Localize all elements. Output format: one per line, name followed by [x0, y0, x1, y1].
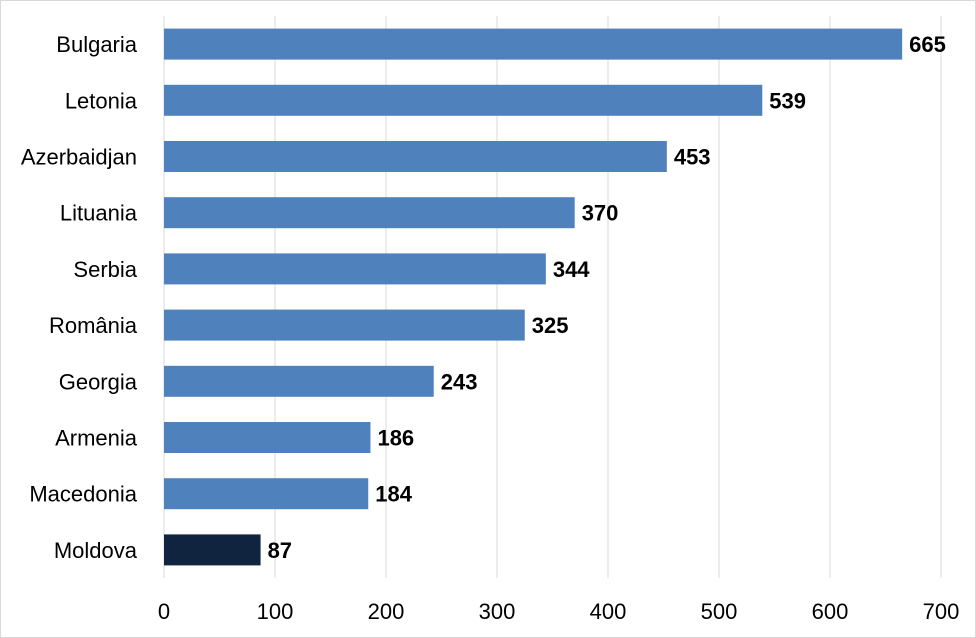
bar-4 — [164, 253, 546, 285]
bar-7 — [164, 422, 371, 453]
x-tick-label-6: 600 — [812, 599, 849, 624]
value-label-4: 344 — [553, 257, 590, 282]
x-tick-label-5: 500 — [701, 599, 738, 624]
x-tick-label-1: 100 — [257, 599, 294, 624]
value-label-5: 325 — [532, 313, 569, 338]
category-label-6: Georgia — [59, 369, 138, 394]
x-tick-label-0: 0 — [158, 599, 170, 624]
bar-8 — [164, 478, 369, 510]
category-label-2: Azerbaidjan — [21, 145, 137, 170]
value-label-9: 87 — [268, 538, 292, 563]
category-label-8: Macedonia — [29, 482, 137, 507]
x-tick-label-7: 700 — [923, 599, 960, 624]
x-tick-label-2: 200 — [368, 599, 405, 624]
value-label-1: 539 — [769, 88, 806, 113]
x-tick-label-4: 400 — [590, 599, 627, 624]
category-label-5: România — [49, 313, 138, 338]
category-label-0: Bulgaria — [56, 32, 137, 57]
value-label-7: 186 — [377, 426, 414, 451]
bar-3 — [164, 197, 575, 229]
category-label-1: Letonia — [65, 88, 138, 113]
bar-5 — [164, 309, 525, 341]
value-label-2: 453 — [674, 145, 711, 170]
value-label-3: 370 — [582, 201, 619, 226]
value-label-8: 184 — [375, 482, 412, 507]
category-label-7: Armenia — [55, 426, 138, 451]
bar-0 — [164, 28, 903, 60]
bar-6 — [164, 365, 434, 397]
category-label-9: Moldova — [54, 538, 138, 563]
x-tick-label-3: 300 — [479, 599, 516, 624]
category-label-3: Lituania — [60, 201, 138, 226]
bar-2 — [164, 141, 667, 172]
bar-1 — [164, 84, 763, 116]
value-label-6: 243 — [441, 369, 478, 394]
value-label-0: 665 — [909, 32, 946, 57]
bar-9 — [164, 534, 261, 566]
category-label-4: Serbia — [73, 257, 137, 282]
